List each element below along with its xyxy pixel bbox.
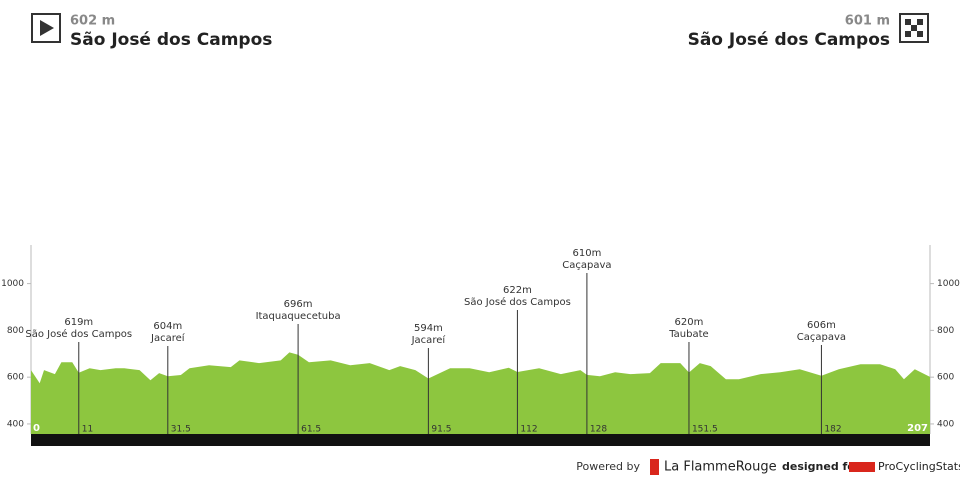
brand: La FlammeRouge bbox=[664, 460, 777, 475]
y-tick-label: 400 bbox=[937, 419, 954, 429]
waypoint-km: 151.5 bbox=[692, 425, 718, 435]
y-tick-label: 600 bbox=[937, 373, 954, 383]
waypoint-name: Taubate bbox=[668, 329, 708, 340]
waypoint-elevation: 619m bbox=[64, 317, 93, 328]
powered-by: Powered by bbox=[576, 460, 640, 473]
finish-elevation: 601 m bbox=[845, 14, 890, 29]
waypoint-km: 182 bbox=[824, 425, 841, 435]
x-start-label: 0 bbox=[33, 423, 40, 434]
waypoint-name: Caçapava bbox=[797, 332, 846, 343]
waypoint-name: Jacareí bbox=[150, 332, 186, 344]
site: ProCyclingStats bbox=[878, 460, 960, 473]
y-tick-label: 800 bbox=[937, 326, 954, 336]
y-tick-label: 1000 bbox=[1, 279, 24, 289]
waypoint-km: 112 bbox=[520, 425, 537, 435]
waypoint-elevation: 606m bbox=[807, 320, 836, 331]
waypoint-km: 61.5 bbox=[301, 425, 321, 435]
waypoint-elevation: 594m bbox=[414, 323, 443, 334]
waypoint-elevation: 610m bbox=[572, 248, 601, 259]
waypoint-elevation: 620m bbox=[675, 317, 704, 328]
waypoint-name: São José dos Campos bbox=[25, 328, 132, 340]
start-icon bbox=[31, 13, 61, 43]
waypoint-km: 11 bbox=[82, 425, 93, 435]
elevation-area bbox=[31, 352, 930, 434]
designed-for: designed for bbox=[782, 460, 861, 473]
waypoint-km: 128 bbox=[590, 425, 607, 435]
start-place: São José dos Campos bbox=[70, 30, 272, 50]
site-logo bbox=[849, 462, 875, 472]
finish-icon bbox=[899, 13, 929, 43]
x-end-label: 207 bbox=[907, 423, 928, 434]
distance-bar bbox=[31, 434, 930, 446]
waypoint-name: Itaquaquecetuba bbox=[256, 311, 341, 322]
y-tick-label: 800 bbox=[7, 326, 24, 336]
waypoint-km: 91.5 bbox=[431, 425, 451, 435]
finish-place: São José dos Campos bbox=[688, 30, 890, 50]
start-elevation: 602 m bbox=[70, 14, 115, 29]
waypoint-name: São José dos Campos bbox=[464, 296, 571, 308]
y-tick-label: 400 bbox=[7, 419, 24, 429]
y-tick-label: 600 bbox=[7, 373, 24, 383]
waypoint-elevation: 604m bbox=[153, 321, 182, 332]
brand-logo bbox=[650, 459, 659, 475]
waypoint-elevation: 622m bbox=[503, 285, 532, 296]
waypoint-elevation: 696m bbox=[284, 299, 313, 310]
waypoint-km: 31.5 bbox=[171, 425, 191, 435]
y-tick-label: 1000 bbox=[937, 279, 960, 289]
waypoint-name: Caçapava bbox=[562, 260, 611, 271]
waypoint-name: Jacareí bbox=[411, 334, 447, 346]
